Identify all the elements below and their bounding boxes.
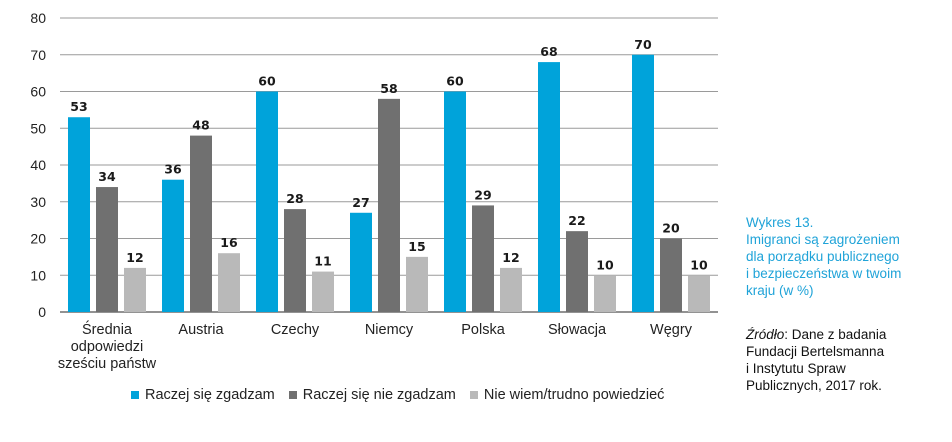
y-tick-label: 70 — [30, 47, 46, 63]
caption-line: Wykres 13. — [746, 215, 814, 230]
caption-line: i bezpieczeństwa w twoim — [746, 266, 902, 281]
bar — [406, 256, 428, 312]
bar — [124, 267, 146, 312]
source-label: Źródło — [746, 327, 785, 342]
caption-line: kraju (w %) — [746, 283, 814, 298]
x-tick-label: Węgry — [650, 322, 693, 338]
bar — [256, 91, 278, 312]
x-tick-label: Czechy — [271, 322, 320, 338]
bar — [566, 231, 588, 312]
data-label: 68 — [540, 44, 557, 59]
data-label: 36 — [164, 162, 182, 177]
legend-label-dont-know: Nie wiem/trudno powiedzieć — [483, 387, 665, 403]
y-tick-label: 50 — [30, 120, 46, 136]
data-label: 22 — [568, 213, 585, 228]
y-tick-label: 80 — [30, 10, 46, 26]
bar — [68, 117, 90, 312]
data-label: 48 — [192, 118, 209, 133]
legend-swatch-agree — [131, 391, 139, 399]
data-label: 10 — [690, 257, 708, 272]
x-tick-label: Polska — [461, 322, 505, 338]
bar — [538, 62, 560, 312]
data-label: 58 — [380, 81, 397, 96]
x-tick-label: Średnia — [82, 320, 133, 338]
y-tick-label: 60 — [30, 84, 46, 100]
bar — [312, 271, 334, 312]
x-tick-label: Niemcy — [365, 322, 414, 338]
data-label: 60 — [446, 74, 464, 89]
data-label: 20 — [662, 221, 680, 236]
data-label: 28 — [286, 191, 303, 206]
chart-caption: Wykres 13. Imigranci są zagrożeniem dla … — [746, 214, 946, 299]
bar — [500, 267, 522, 312]
legend-item-disagree: Raczej się nie zgadzam — [288, 387, 456, 403]
x-tick-label: odpowiedzi — [71, 339, 144, 355]
bars — [68, 54, 710, 312]
legend-label-disagree: Raczej się nie zgadzam — [302, 387, 456, 403]
bar — [96, 187, 118, 312]
data-label: 27 — [352, 195, 369, 210]
bar — [378, 98, 400, 312]
bar — [162, 179, 184, 312]
legend-swatch-dont-know — [469, 391, 478, 399]
data-label: 10 — [596, 257, 614, 272]
data-label: 60 — [258, 74, 276, 89]
y-tick-label: 30 — [30, 194, 46, 210]
data-labels: 53 34 12 36 48 16 60 28 11 27 58 15 60 29 12 68 22 10 70 20… — [70, 37, 708, 273]
y-tick-label: 10 — [30, 267, 46, 283]
data-label: 53 — [70, 99, 87, 114]
y-tick-label: 20 — [30, 231, 46, 247]
x-tick-label: Austria — [178, 322, 224, 338]
bar — [594, 275, 616, 312]
y-axis: 0 10 20 30 40 50 60 70 80 — [30, 10, 46, 320]
bar — [284, 209, 306, 312]
bar — [218, 253, 240, 312]
bar — [190, 135, 212, 312]
source-line: Źródło: Dane z badania — [746, 326, 946, 343]
data-label: 11 — [314, 254, 331, 269]
data-label: 12 — [126, 250, 143, 265]
bar — [350, 212, 372, 312]
data-label: 34 — [98, 169, 116, 184]
data-label: 29 — [474, 187, 491, 202]
y-tick-label: 40 — [30, 157, 46, 173]
data-label: 16 — [220, 235, 238, 250]
source-line: Publicznych, 2017 rok. — [746, 378, 882, 393]
source-line: Fundacji Bertelsmanna — [746, 344, 885, 359]
data-label: 15 — [408, 239, 425, 254]
x-tick-label: sześciu państw — [58, 356, 157, 372]
legend-item-dont-know: Nie wiem/trudno powiedzieć — [469, 387, 665, 403]
bar — [688, 275, 710, 312]
data-label: 12 — [502, 250, 519, 265]
x-tick-label: Słowacja — [548, 322, 607, 338]
bar — [660, 238, 682, 312]
bar — [632, 54, 654, 312]
caption-line: Imigranci są zagrożeniem — [746, 232, 900, 247]
bar — [472, 205, 494, 312]
source-note: Źródło: Dane z badania Fundacji Bertelsm… — [746, 326, 946, 394]
legend: Raczej się zgadzam Raczej się nie zgadza… — [131, 385, 678, 405]
legend-item-agree: Raczej się zgadzam — [131, 387, 275, 403]
data-label: 70 — [634, 37, 652, 52]
source-first-rest: : Dane z badania — [784, 327, 887, 342]
source-line: i Instytutu Spraw — [746, 361, 846, 376]
y-tick-label: 0 — [38, 304, 46, 320]
legend-swatch-disagree — [288, 391, 297, 399]
bar — [444, 91, 466, 312]
caption-line: dla porządku publicznego — [746, 249, 900, 264]
legend-label-agree: Raczej się zgadzam — [145, 387, 275, 403]
